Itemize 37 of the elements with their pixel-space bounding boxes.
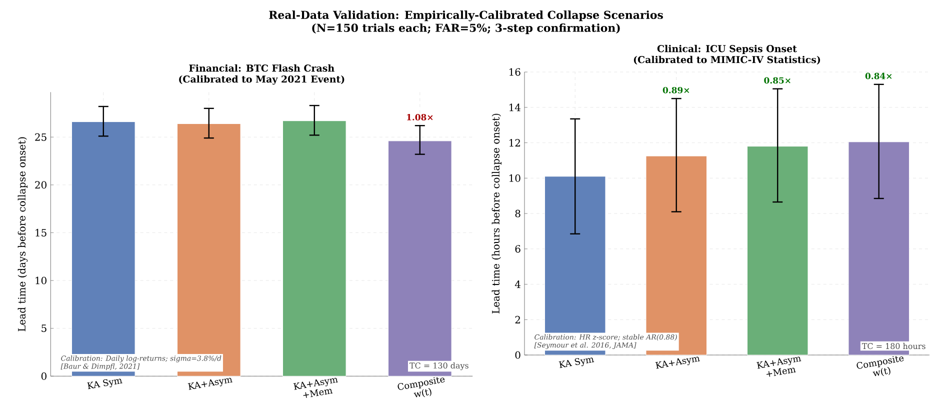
annotation: 0.85× [764,77,790,84]
y-tick-label: 10 [510,174,520,182]
y-tick-label: 10 [36,276,46,284]
bar [746,146,808,356]
x-tick-label: KA Sym [558,358,594,368]
y-tick-label: 25 [35,133,46,141]
annotation: 1.08× [407,114,433,120]
y-axis-title: Lead time (days before collapse onset) [18,137,28,332]
y-tick-label: 4 [514,280,520,288]
y-axis-title: Lead time (hours before collapse onset) [492,114,502,314]
x-tick-label: Composite w(t) [398,377,445,398]
y-tick-label: 0 [41,372,46,380]
y-tick-label: 15 [36,228,46,236]
annotation: 0.84× [865,72,892,80]
x-tick-label: KA Sym [87,378,122,390]
text: Real-Data Validation: Empirically-Calibrated Collapse Scenarios [269,10,663,22]
x-tick-label: Composite w(t) [856,356,904,376]
text: (N=150 trials each; FAR=5%; 3-step confirmation) [312,23,620,34]
bar [282,120,346,376]
chart-subtitle: (Calibrated to MIMIC-IV Statistics) [634,56,820,65]
x-tick-label: KA+Asym +Mem [293,378,338,398]
chart-title: Clinical: ICU Sepsis Onset [657,44,797,54]
x-tick-label: KA+Asym +Mem [756,356,802,377]
x-tick-label: KA+Asym [188,378,233,390]
y-tick-label: 0 [515,351,520,359]
y-tick-label: 20 [35,181,46,189]
y-tick-label: 6 [515,245,520,253]
annotation: 0.89× [662,86,690,94]
chart-subtitle: (Calibrated to May 2021 Event) [179,75,344,85]
y-tick-label: 8 [515,210,520,218]
y-tick-label: 5 [42,324,46,332]
y-tick-label: 14 [510,104,520,112]
y-tick-label: 16 [510,68,520,76]
x-tick-label: KA+Asym [655,356,700,369]
y-tick-label: 2 [515,316,520,324]
chart-title: Financial: BTC Flash Crash [189,64,334,72]
y-tick-label: 12 [510,139,520,146]
